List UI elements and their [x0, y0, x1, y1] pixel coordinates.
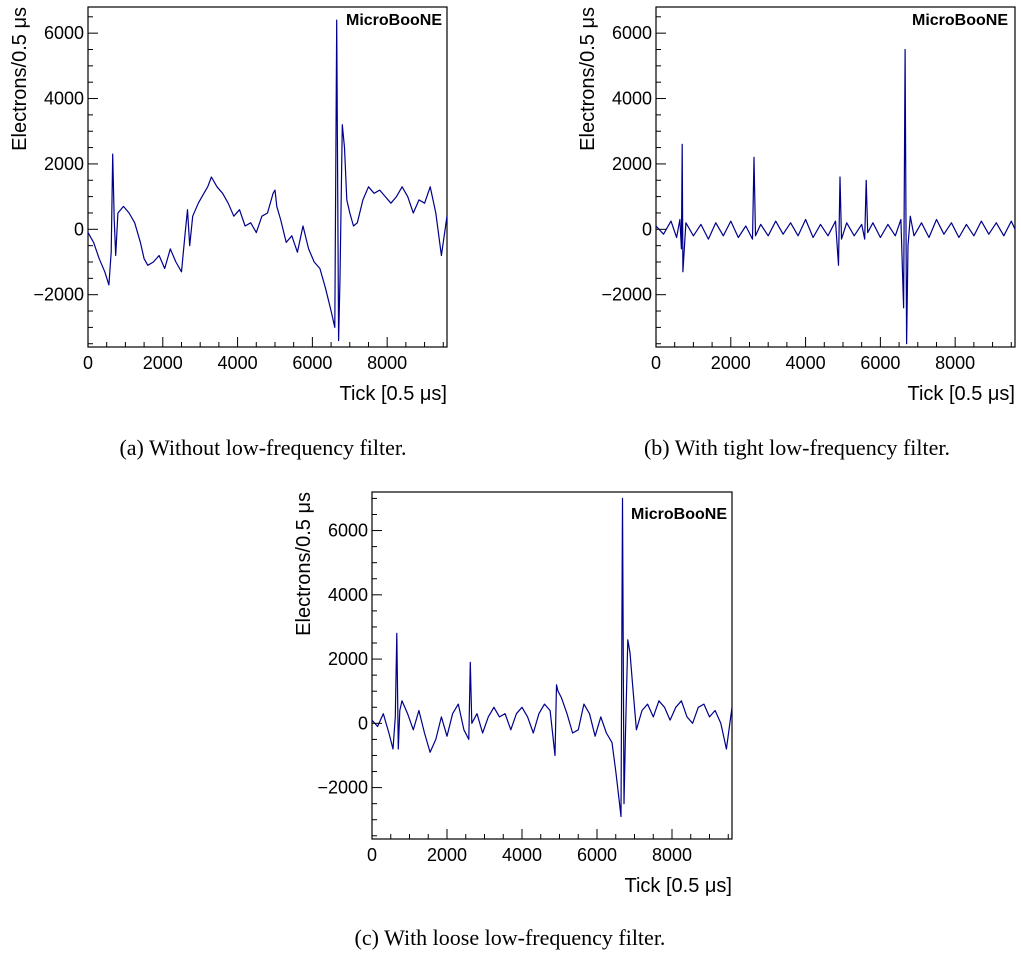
plot-frame [655, 6, 1016, 348]
x-tick-label: 8000 [652, 845, 692, 865]
panel-c: −2000 0 2000 4000 6000 0 2000 4000 6000 8000 Mic… [293, 491, 733, 950]
x-axis: 0 2000 4000 6000 8000 [83, 337, 444, 373]
panel-b: −2000 0 2000 4000 6000 0 2000 4000 6000 8000 Mic… [577, 6, 1016, 460]
y-tick-label: 0 [74, 219, 84, 239]
y-axis-title: Electrons/0.5 μs [9, 7, 31, 151]
y-tick-label: −2000 [601, 285, 652, 305]
y-tick-label: 2000 [44, 154, 84, 174]
y-tick-label: 6000 [44, 23, 84, 43]
caption: (b) With tight low-frequency filter. [644, 435, 950, 460]
panel-a: −2000 0 2000 4000 6000 0 2000 4000 6000 8000 Mic… [9, 6, 448, 460]
x-tick-label: 2000 [427, 845, 467, 865]
series-line [371, 497, 733, 818]
y-axis: −2000 0 2000 4000 6000 [601, 16, 666, 345]
y-axis: −2000 0 2000 4000 6000 [317, 497, 382, 837]
y-tick-label: 6000 [612, 23, 652, 43]
x-axis-title: Tick [0.5 μs] [625, 875, 732, 897]
x-tick-label: 0 [367, 845, 377, 865]
x-axis: 0 2000 4000 6000 8000 [651, 337, 1012, 373]
y-tick-label: 4000 [328, 585, 368, 605]
y-tick-label: 6000 [328, 521, 368, 541]
x-tick-label: 0 [83, 353, 93, 373]
y-tick-label: 2000 [612, 154, 652, 174]
y-axis-title: Electrons/0.5 μs [293, 492, 315, 636]
y-tick-label: 2000 [328, 649, 368, 669]
x-tick-label: 2000 [143, 353, 183, 373]
x-tick-label: 4000 [218, 353, 258, 373]
y-tick-label: −2000 [33, 285, 84, 305]
caption: (c) With loose low-frequency filter. [355, 925, 666, 950]
brand-label: MicroBooNE [912, 12, 1008, 29]
series-line [87, 19, 448, 342]
x-axis-title: Tick [0.5 μs] [340, 383, 447, 405]
brand-label: MicroBooNE [346, 12, 442, 29]
x-tick-label: 8000 [935, 353, 975, 373]
y-tick-label: −2000 [317, 778, 368, 798]
plot-frame [371, 491, 733, 840]
x-tick-label: 8000 [367, 353, 407, 373]
y-tick-label: 0 [642, 219, 652, 239]
y-tick-label: 4000 [612, 89, 652, 109]
x-tick-label: 6000 [860, 353, 900, 373]
x-tick-label: 6000 [577, 845, 617, 865]
y-axis: −2000 0 2000 4000 6000 [33, 16, 98, 345]
series-line [655, 48, 1016, 345]
y-tick-label: 0 [358, 713, 368, 733]
x-tick-label: 4000 [786, 353, 826, 373]
x-axis: 0 2000 4000 6000 8000 [367, 829, 729, 865]
x-tick-label: 6000 [292, 353, 332, 373]
x-axis-title: Tick [0.5 μs] [908, 383, 1015, 405]
x-tick-label: 2000 [711, 353, 751, 373]
plot-frame [87, 6, 448, 348]
x-tick-label: 4000 [502, 845, 542, 865]
x-tick-label: 0 [651, 353, 661, 373]
y-axis-title: Electrons/0.5 μs [577, 7, 599, 151]
caption: (a) Without low-frequency filter. [119, 435, 406, 460]
brand-label: MicroBooNE [631, 506, 727, 523]
y-tick-label: 4000 [44, 89, 84, 109]
